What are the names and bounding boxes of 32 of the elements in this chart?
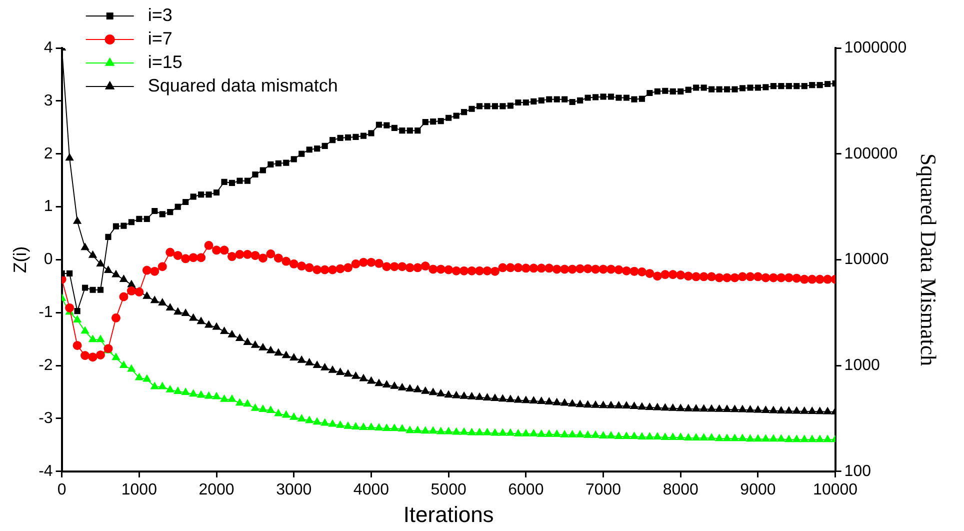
y2-axis-title: Squared Data Mismatch [916, 153, 942, 366]
y-tick-label: -3 [38, 410, 53, 427]
x-tick-label: 5000 [430, 481, 466, 498]
y2-tick-label: 100 [844, 462, 872, 480]
x-axis-title: Iterations [403, 502, 494, 527]
x-tick-label: 2000 [198, 481, 234, 498]
y2-tick-label: 1000 [844, 356, 880, 374]
y-tick-label: 4 [44, 39, 53, 56]
x-tick-label: 10000 [813, 481, 858, 498]
y-tick-label: -4 [38, 462, 53, 480]
y2-tick-label: 100000 [844, 145, 898, 162]
y2-tick-label: 10000 [844, 251, 889, 268]
x-tick-label: 7000 [585, 481, 622, 498]
legend-label: i=15 [148, 52, 182, 72]
y-tick-label: 1 [44, 198, 53, 216]
x-tick-label: 9000 [740, 481, 776, 498]
legend-label: i=3 [148, 4, 172, 25]
x-tick-label: 3000 [276, 481, 312, 498]
y-tick-label: 0 [44, 251, 53, 268]
x-tick-label: 6000 [508, 481, 544, 498]
x-tick-label: 1000 [121, 481, 158, 498]
legend-label: i=7 [148, 28, 172, 48]
x-tick-label: 4000 [353, 481, 390, 498]
y-tick-label: 2 [44, 145, 53, 162]
y-tick-label: -1 [38, 304, 53, 322]
y2-tick-label: 1000000 [844, 39, 907, 56]
y-tick-label: 3 [44, 92, 53, 110]
y-axis-title: Z(i) [10, 246, 30, 274]
legend-label: Squared data mismatch [148, 75, 338, 96]
y-tick-label: -2 [38, 356, 53, 374]
x-tick-label: 0 [57, 481, 66, 498]
x-tick-label: 8000 [662, 481, 699, 498]
